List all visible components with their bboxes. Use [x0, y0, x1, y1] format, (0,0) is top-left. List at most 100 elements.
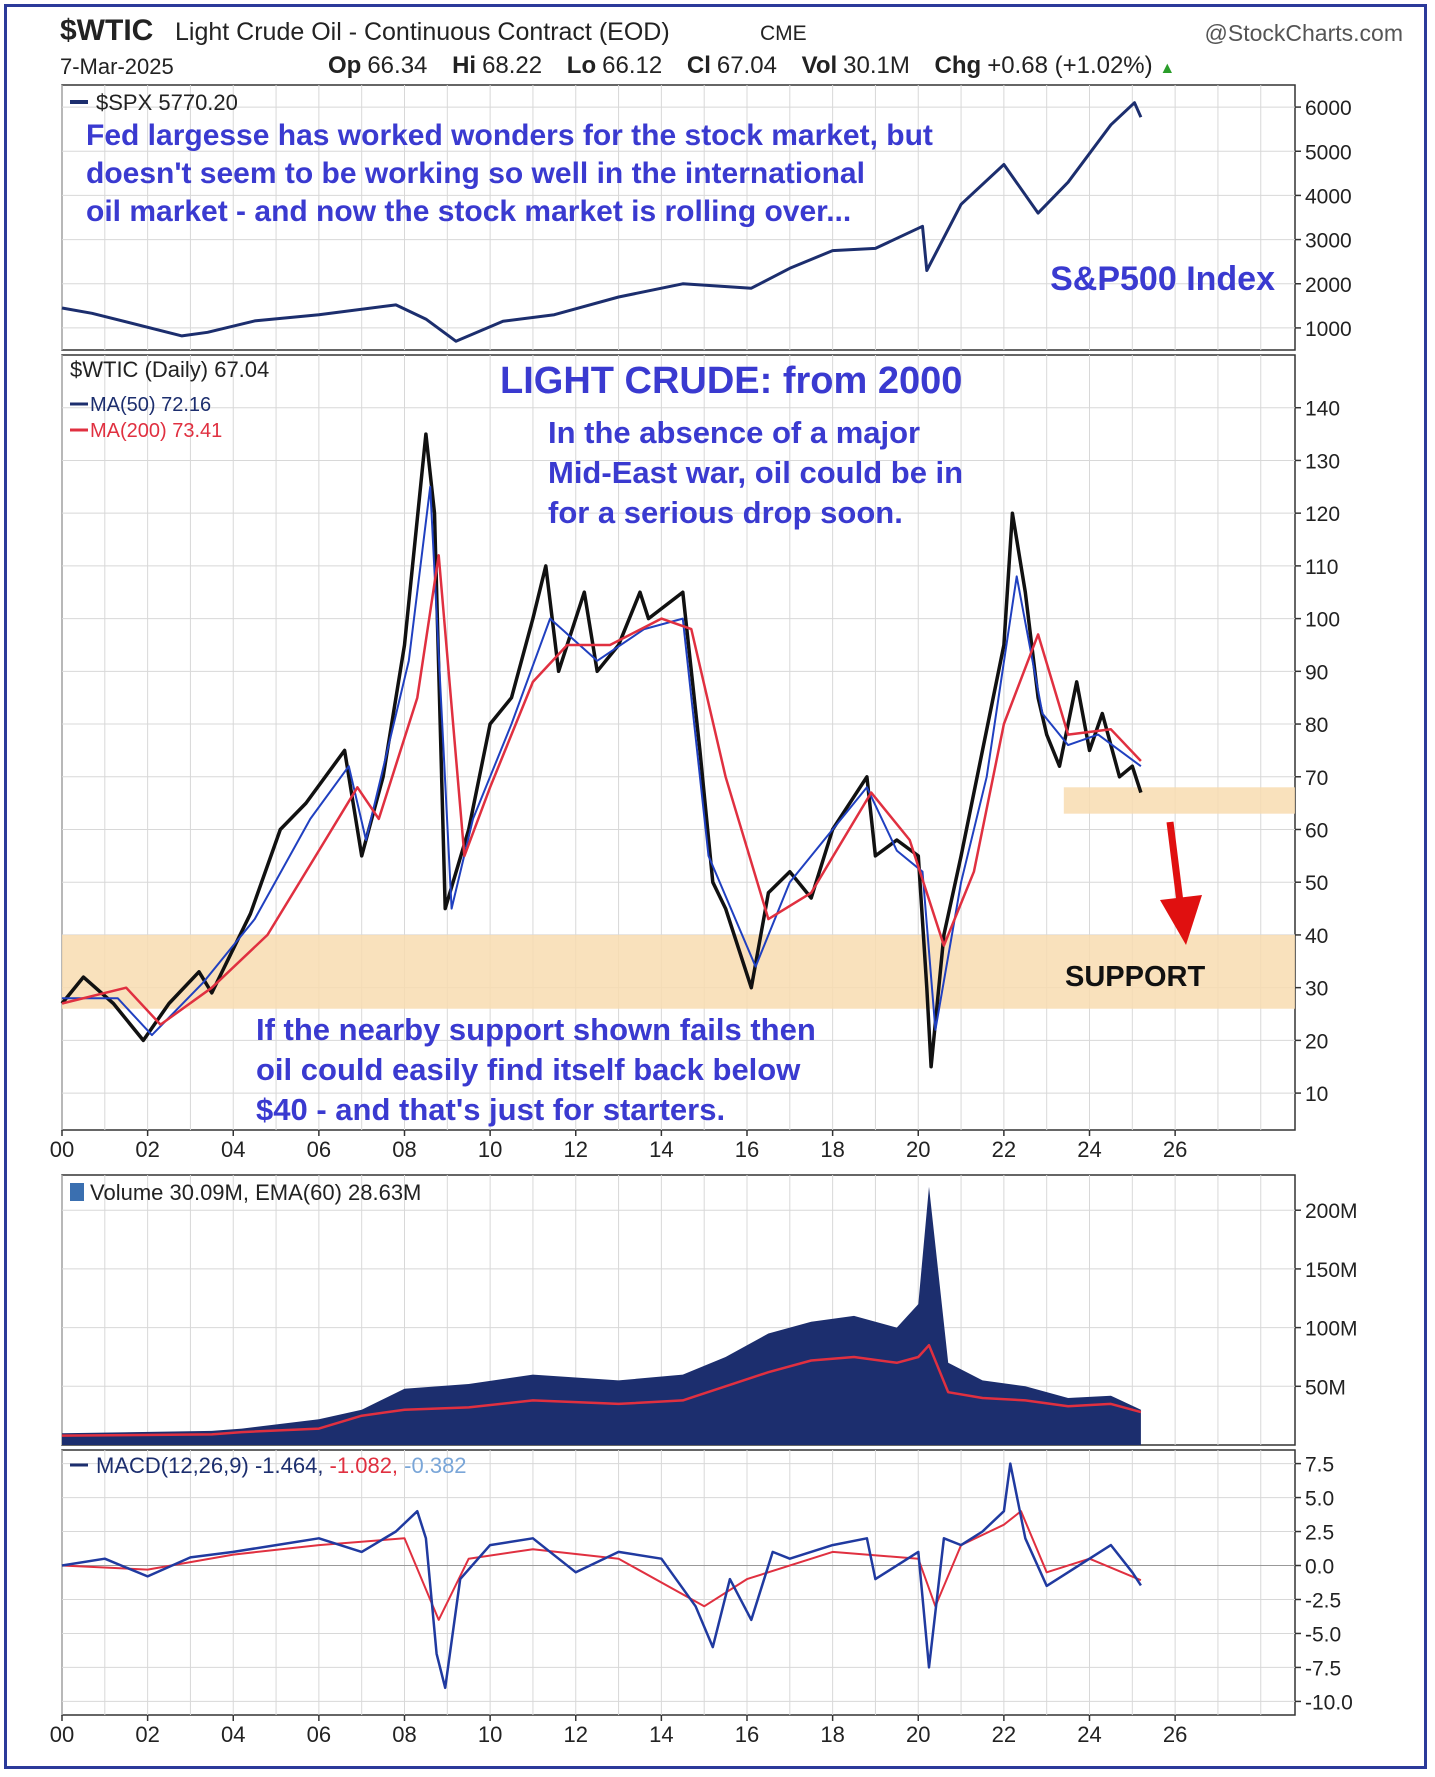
x-tick-label: 22 [992, 1137, 1016, 1162]
volume-value: 30.1M [843, 52, 910, 79]
up-arrow-icon: ▲ [1159, 60, 1176, 77]
y-tick-label: 6000 [1305, 97, 1352, 120]
wtic-annotation-bottom-line: oil could easily find itself back below [256, 1052, 801, 1087]
y-tick-label: 110 [1305, 556, 1338, 579]
y-tick-label: 100 [1305, 609, 1340, 632]
x-tick-label: 24 [1077, 1137, 1101, 1162]
wtic-annotation-top-line: In the absence of a major [548, 415, 920, 450]
volume-area [62, 1186, 1141, 1445]
quote-date: 7-Mar-2025 [60, 54, 174, 79]
x-tick-label: 16 [735, 1722, 759, 1747]
y-tick-label: 4000 [1305, 185, 1352, 208]
macd-legend-part: -0.382 [404, 1453, 466, 1478]
y-tick-label: 150M [1305, 1259, 1358, 1282]
y-tick-label: 120 [1305, 503, 1340, 526]
x-tick-label: 10 [478, 1722, 502, 1747]
y-tick-label: -10.0 [1305, 1691, 1353, 1714]
x-tick-label: 12 [564, 1137, 588, 1162]
y-tick-label: 70 [1305, 767, 1328, 790]
volume-legend: Volume 30.09M, EMA(60) 28.63M [90, 1180, 421, 1205]
y-tick-label: -2.5 [1305, 1589, 1341, 1612]
y-tick-label: -5.0 [1305, 1623, 1341, 1646]
low-value: 66.12 [602, 52, 663, 79]
x-tick-label: 20 [906, 1137, 930, 1162]
x-tick-label: 00 [50, 1722, 74, 1747]
ma50-line [62, 485, 1142, 1037]
x-tick-label: 10 [478, 1137, 502, 1162]
high-label: Hi [452, 52, 477, 79]
x-tick-label: 12 [564, 1722, 588, 1747]
x-tick-label: 26 [1163, 1137, 1187, 1162]
x-tick-label: 18 [820, 1137, 844, 1162]
open-label: Op [328, 52, 362, 79]
wtic-annotation-top-line: Mid-East war, oil could be in [548, 455, 963, 490]
x-tick-label: 06 [307, 1137, 331, 1162]
spx-annotation-line: doesn't seem to be working so well in th… [86, 157, 865, 190]
y-tick-label: 10 [1305, 1083, 1328, 1106]
x-tick-label: 04 [221, 1722, 245, 1747]
wtic-legend: $WTIC (Daily) 67.04 [70, 357, 269, 382]
close-value: 67.04 [716, 52, 777, 79]
wtic-title: LIGHT CRUDE: from 2000 [500, 360, 962, 402]
spx-legend: $SPX 5770.20 [96, 90, 238, 115]
y-tick-label: 30 [1305, 978, 1328, 1001]
ma50-legend: MA(50) 72.16 [90, 394, 211, 416]
close-label: Cl [686, 52, 711, 79]
y-tick-label: 90 [1305, 661, 1328, 684]
support-label: SUPPORT [1065, 961, 1205, 993]
support-zone [1063, 787, 1295, 814]
y-tick-label: 5.0 [1305, 1488, 1334, 1511]
spx-line [61, 101, 1143, 343]
x-tick-label: 26 [1163, 1722, 1187, 1747]
high-value: 68.22 [482, 52, 543, 79]
symbol-description: Light Crude Oil - Continuous Contract (E… [175, 18, 670, 46]
change-value: +0.68 (+1.02%) [987, 52, 1153, 79]
y-tick-label: -7.5 [1305, 1657, 1341, 1680]
y-tick-label: 3000 [1305, 230, 1352, 253]
x-tick-label: 08 [392, 1137, 416, 1162]
y-tick-label: 200M [1305, 1200, 1358, 1223]
y-tick-label: 50 [1305, 872, 1328, 895]
x-tick-label: 20 [906, 1722, 930, 1747]
open-value: 66.34 [367, 52, 428, 79]
volume-legend-icon [70, 1183, 84, 1201]
volume-ema-line [61, 1343, 1142, 1437]
y-tick-label: 50M [1305, 1376, 1346, 1399]
symbol-title: $WTIC [60, 14, 154, 47]
y-tick-label: 7.5 [1305, 1454, 1334, 1477]
macd-legend-part: MACD(12,26,9) -1.464, [96, 1453, 330, 1478]
macd-line [61, 1462, 1142, 1690]
x-tick-label: 04 [221, 1137, 245, 1162]
y-tick-label: 140 [1305, 398, 1340, 421]
low-label: Lo [566, 52, 597, 79]
y-tick-label: 0.0 [1305, 1556, 1334, 1579]
spx-index-label: S&P500 Index [1050, 260, 1275, 298]
y-tick-label: 20 [1305, 1030, 1328, 1053]
wtic-annotation-bottom-line: If the nearby support shown fails then [256, 1012, 816, 1047]
wtic-price-line [60, 432, 1143, 1069]
y-tick-label: 1000 [1305, 318, 1352, 341]
down-arrow-head [1160, 895, 1202, 945]
x-tick-label: 14 [649, 1137, 673, 1162]
x-tick-label: 06 [307, 1722, 331, 1747]
y-tick-label: 80 [1305, 714, 1328, 737]
x-tick-label: 24 [1077, 1722, 1101, 1747]
change-label: Chg [934, 52, 982, 79]
macd-legend-part: -1.082, [330, 1453, 405, 1478]
quote-row: Op 66.34 Hi 68.22 Lo 66.12 Cl 67.04 Vol 30.1M… [328, 52, 1175, 80]
ma200-line [61, 554, 1142, 1026]
y-tick-label: 40 [1305, 925, 1328, 948]
x-tick-label: 18 [820, 1722, 844, 1747]
x-tick-label: 00 [50, 1137, 74, 1162]
y-tick-label: 5000 [1305, 141, 1352, 164]
y-tick-label: 2.5 [1305, 1522, 1334, 1545]
spx-annotation-line: oil market - and now the stock market is… [86, 195, 851, 228]
wtic-annotation-bottom-line: $40 - and that's just for starters. [256, 1092, 725, 1127]
x-tick-label: 02 [135, 1722, 159, 1747]
x-tick-label: 14 [649, 1722, 673, 1747]
y-tick-label: 130 [1305, 450, 1340, 473]
x-tick-label: 16 [735, 1137, 759, 1162]
brand-label: @StockCharts.com [1204, 20, 1403, 46]
x-tick-label: 22 [992, 1722, 1016, 1747]
